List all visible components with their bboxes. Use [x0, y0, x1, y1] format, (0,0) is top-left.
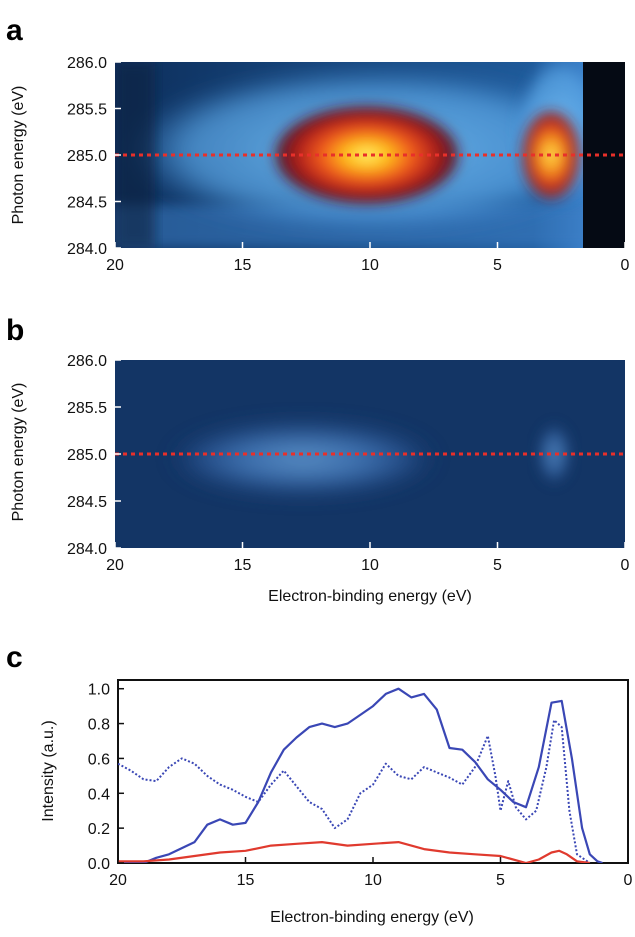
y-tick-label: 0.6	[88, 751, 110, 768]
heatmap-b-feature-main	[169, 421, 437, 497]
panel-label-c: c	[6, 641, 23, 674]
x-tick-label: 15	[234, 557, 252, 574]
x-tick-label: 15	[237, 872, 255, 889]
y-tick-label: 285.5	[67, 102, 107, 119]
y-axis-label-a: Photon energy (eV)	[10, 86, 27, 225]
y-tick-label: 286.0	[67, 55, 107, 72]
y-tick-label: 284.0	[67, 541, 107, 558]
y-axis-label-c: Intensity (a.u.)	[40, 720, 57, 821]
y-tick-label: 0.2	[88, 821, 110, 838]
x-tick-label: 5	[493, 557, 502, 574]
x-tick-label: 10	[361, 257, 379, 274]
plot-frame-c	[117, 679, 629, 864]
x-tick-label: 10	[364, 872, 382, 889]
panel-c-line-chart: 0.0 0.2 0.4 0.6 0.8 1.0 20 15 10 5 0 Intensity (a…	[40, 679, 633, 926]
y-tick-label: 285.5	[67, 400, 107, 417]
x-tick-label: 0	[621, 257, 630, 274]
y-axis-label-b: Photon energy (eV)	[10, 383, 27, 522]
y-tick-label: 1.0	[88, 682, 110, 699]
x-tick-label: 5	[493, 257, 502, 274]
x-tick-label: 20	[106, 557, 124, 574]
series-line-1	[118, 687, 603, 863]
series-line-3	[118, 841, 590, 863]
y-tick-label: 285.0	[67, 148, 107, 165]
x-axis-label-b: Electron-binding energy (eV)	[268, 588, 472, 605]
x-tick-label: 0	[621, 557, 630, 574]
panel-label-b: b	[6, 314, 24, 347]
y-tick-label: 284.5	[67, 195, 107, 212]
panel-a-heatmap: 286.0 285.5 285.0 284.5 284.0 20 15 10 5 0 Photo…	[10, 55, 630, 274]
x-tick-label: 20	[109, 872, 127, 889]
heatmap-b-feature-right	[535, 421, 574, 487]
y-tick-label: 0.4	[88, 786, 110, 803]
x-tick-label: 10	[361, 557, 379, 574]
y-tick-label: 286.0	[67, 353, 107, 370]
y-tick-label: 285.0	[67, 447, 107, 464]
series-line-2	[118, 719, 591, 863]
x-tick-label: 0	[624, 872, 633, 889]
y-tick-label: 284.0	[67, 241, 107, 258]
heatmap-a-feature-right	[520, 108, 582, 202]
y-tick-label: 0.0	[88, 856, 110, 873]
panel-b-heatmap: 286.0 285.5 285.0 284.5 284.0 20 15 10 5 0 Photo…	[10, 353, 630, 605]
x-axis-label-c: Electron-binding energy (eV)	[270, 909, 474, 926]
y-tick-label: 0.8	[88, 717, 110, 734]
panel-label-a: a	[6, 14, 23, 47]
x-tick-label: 20	[106, 257, 124, 274]
x-tick-label: 15	[234, 257, 252, 274]
y-tick-label: 284.5	[67, 494, 107, 511]
x-tick-label: 5	[496, 872, 505, 889]
